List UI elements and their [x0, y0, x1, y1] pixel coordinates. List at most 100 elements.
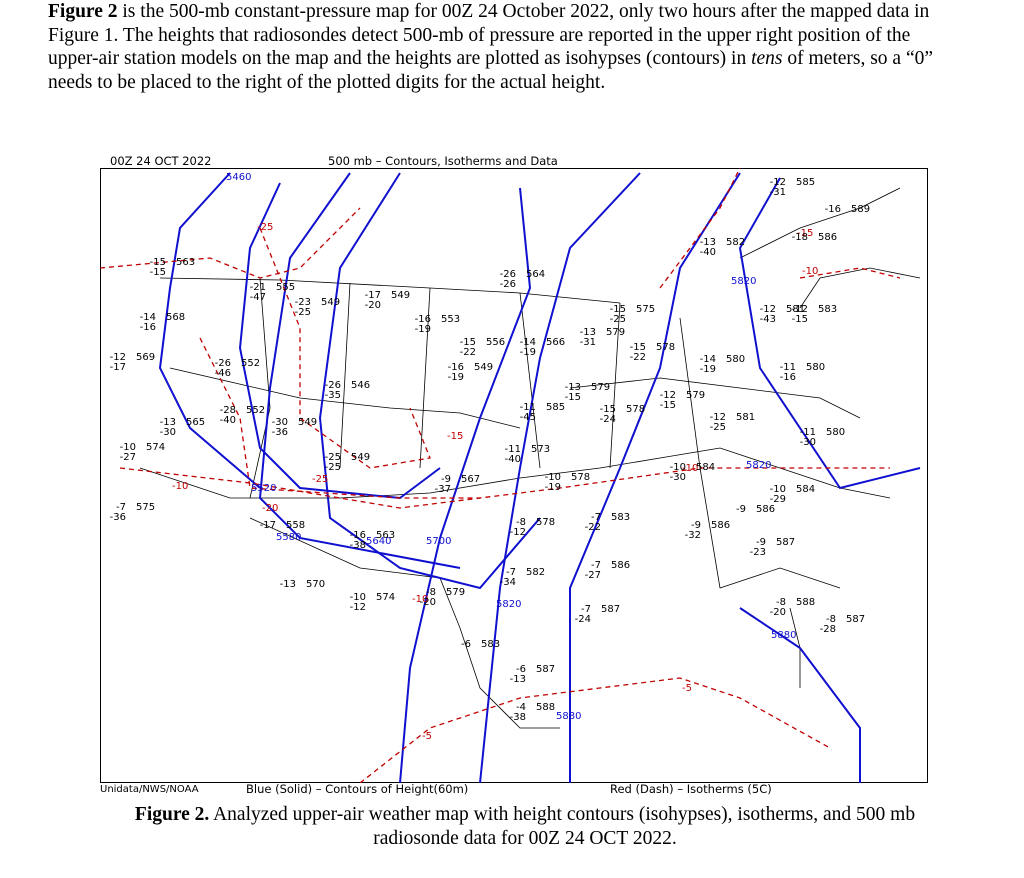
- station-temp: -7: [116, 502, 126, 513]
- station-temp: -10: [350, 592, 366, 603]
- station-dewpoint: -19: [448, 372, 464, 383]
- contour-label: 5880: [771, 630, 796, 641]
- station-height: 568: [166, 312, 185, 323]
- station-height: 580: [826, 427, 845, 438]
- contour-label: 5460: [226, 172, 251, 183]
- station-dewpoint: -23: [750, 547, 766, 558]
- station-temp: -4: [516, 702, 526, 713]
- station-temp: -12: [792, 304, 808, 315]
- station-height: 582: [526, 567, 545, 578]
- station-temp: -7: [591, 512, 601, 523]
- station-temp: -17: [260, 520, 276, 531]
- station-temp: -23: [295, 297, 311, 308]
- station-height: 586: [756, 504, 775, 515]
- station-temp: -7: [581, 604, 591, 615]
- station-height: 575: [636, 304, 655, 315]
- station-height: 586: [611, 560, 630, 571]
- station-temp: -13: [580, 327, 596, 338]
- station-dewpoint: -40: [220, 415, 236, 426]
- station-height: 549: [298, 417, 317, 428]
- legend-blue: Blue (Solid) – Contours of Height(60m): [246, 782, 469, 796]
- station-temp: -6: [461, 639, 471, 650]
- station-height: 574: [376, 592, 395, 603]
- station-height: 553: [441, 314, 460, 325]
- station-height: 582: [726, 237, 745, 248]
- station-temp: -15: [610, 304, 626, 315]
- station-temp: -9: [736, 504, 746, 515]
- station-dewpoint: -16: [780, 372, 796, 383]
- station-height: 588: [796, 597, 815, 608]
- station-temp: -12: [110, 352, 126, 363]
- source: Unidata/NWS/NOAA: [100, 784, 199, 795]
- station-height: 586: [711, 520, 730, 531]
- station-temp: -21: [250, 282, 266, 293]
- station-dewpoint: -30: [670, 472, 686, 483]
- station-height: 575: [136, 502, 155, 513]
- contour-label: 5820: [496, 599, 521, 610]
- station-dewpoint: -47: [250, 292, 266, 303]
- station-height: 579: [591, 382, 610, 393]
- station-height: 585: [796, 177, 815, 188]
- station-dewpoint: -43: [760, 314, 776, 325]
- station-dewpoint: -19: [700, 364, 716, 375]
- station-height: 570: [306, 579, 325, 590]
- station-height: 546: [351, 380, 370, 391]
- station-temp: -10: [770, 484, 786, 495]
- station-temp: -28: [220, 405, 236, 416]
- station-height: 587: [846, 614, 865, 625]
- station-dewpoint: -38: [350, 540, 366, 551]
- station-height: 556: [486, 337, 505, 348]
- station-height: 573: [531, 444, 550, 455]
- contour-label: 5820: [746, 460, 771, 471]
- station-dewpoint: -20: [365, 300, 381, 311]
- station-height: 549: [391, 290, 410, 301]
- station-height: 567: [461, 474, 480, 485]
- station-height: 579: [686, 390, 705, 401]
- station-temp: -8: [426, 587, 436, 598]
- station-height: 549: [474, 362, 493, 373]
- station-temp: -26: [500, 269, 516, 280]
- station-height: 580: [806, 362, 825, 373]
- station-dewpoint: -26: [500, 279, 516, 290]
- height-contours: [158, 172, 921, 783]
- station-height: 585: [546, 402, 565, 413]
- station-dewpoint: -30: [800, 437, 816, 448]
- station-dewpoint: -36: [272, 427, 288, 438]
- contour-label: 5520: [251, 483, 276, 494]
- caption-text: Analyzed upper-air weather map with heig…: [209, 804, 916, 849]
- caption-lead: Figure 2.: [134, 804, 210, 825]
- station-height: 580: [726, 354, 745, 365]
- station-temp: -13: [565, 382, 581, 393]
- contour-label: 5700: [426, 536, 451, 547]
- station-height: 578: [656, 342, 675, 353]
- station-temp: -25: [325, 452, 341, 463]
- station-dewpoint: -22: [460, 347, 476, 358]
- station-dewpoint: -38: [510, 712, 526, 723]
- station-height: 589: [851, 204, 870, 215]
- station-height: 566: [546, 337, 565, 348]
- station-height: 558: [286, 520, 305, 531]
- station-temp: -9: [756, 537, 766, 548]
- station-dewpoint: -15: [660, 400, 676, 411]
- station-height: 565: [186, 417, 205, 428]
- map-frame: [100, 168, 928, 783]
- station-dewpoint: -25: [325, 462, 341, 473]
- station-dewpoint: -22: [630, 352, 646, 363]
- station-height: 552: [246, 405, 265, 416]
- station-temp: -26: [215, 358, 231, 369]
- station-temp: -18: [792, 232, 808, 243]
- station-dewpoint: -17: [110, 362, 126, 373]
- map-title: 500 mb – Contours, Isotherms and Data: [328, 154, 558, 168]
- text: is the 500-mb constant-pressure map for …: [48, 1, 930, 69]
- isotherm-label: -10: [802, 266, 818, 277]
- station-dewpoint: -40: [700, 247, 716, 258]
- isotherm-label: -10: [682, 463, 698, 474]
- station-dewpoint: -27: [585, 570, 601, 581]
- borders: [139, 187, 921, 729]
- station-dewpoint: -34: [500, 577, 516, 588]
- station-temp: -16: [448, 362, 464, 373]
- station-dewpoint: -19: [545, 482, 561, 493]
- station-temp: -13: [700, 237, 716, 248]
- caption: Figure 2. Analyzed upper-air weather map…: [100, 803, 950, 851]
- station-dewpoint: -20: [770, 607, 786, 618]
